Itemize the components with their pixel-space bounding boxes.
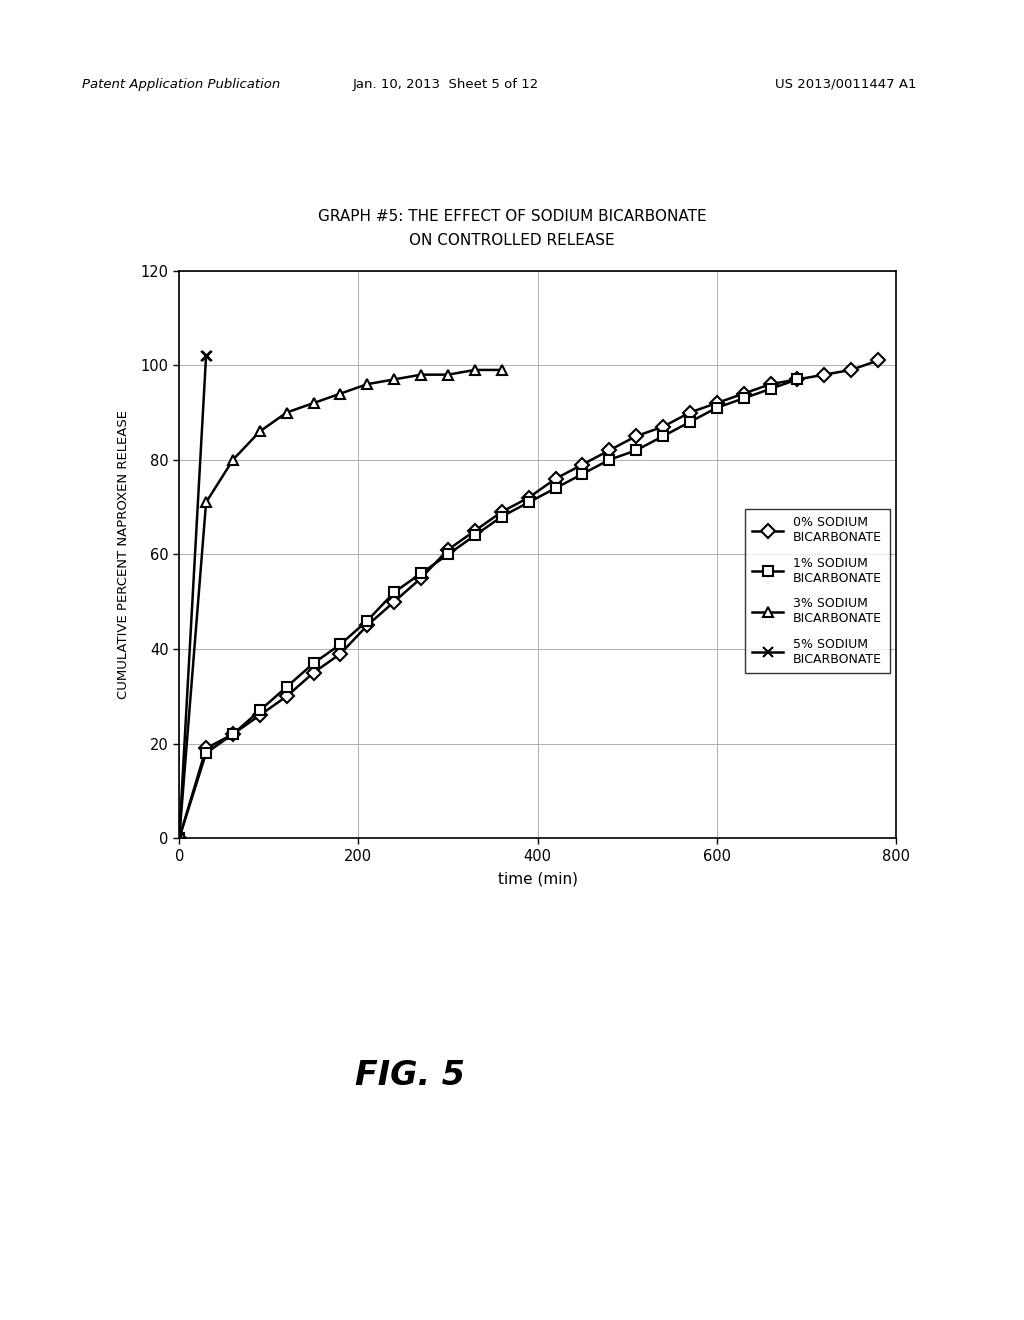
Legend: 0% SODIUM
BICARBONATE, 1% SODIUM
BICARBONATE, 3% SODIUM
BICARBONATE, 5% SODIUM
B: 0% SODIUM BICARBONATE, 1% SODIUM BICARBO… xyxy=(744,508,890,673)
3% SODIUM
BICARBONATE xyxy=(441,367,454,383)
Text: Patent Application Publication: Patent Application Publication xyxy=(82,78,281,91)
0% SODIUM
BICARBONATE xyxy=(871,352,884,368)
0% SODIUM
BICARBONATE xyxy=(711,395,723,411)
0% SODIUM
BICARBONATE xyxy=(764,376,776,392)
1% SODIUM
BICARBONATE xyxy=(334,636,346,652)
Text: FIG. 5: FIG. 5 xyxy=(354,1059,465,1093)
5% SODIUM
BICARBONATE xyxy=(200,347,212,363)
0% SODIUM
BICARBONATE xyxy=(684,404,696,420)
Text: Jan. 10, 2013  Sheet 5 of 12: Jan. 10, 2013 Sheet 5 of 12 xyxy=(352,78,539,91)
1% SODIUM
BICARBONATE xyxy=(496,508,508,524)
Y-axis label: CUMULATIVE PERCENT NAPROXEN RELEASE: CUMULATIVE PERCENT NAPROXEN RELEASE xyxy=(117,411,130,698)
1% SODIUM
BICARBONATE xyxy=(415,565,427,581)
0% SODIUM
BICARBONATE xyxy=(630,428,642,444)
0% SODIUM
BICARBONATE xyxy=(818,367,830,383)
5% SODIUM
BICARBONATE xyxy=(201,347,213,363)
1% SODIUM
BICARBONATE xyxy=(684,414,696,430)
Line: 0% SODIUM
BICARBONATE: 0% SODIUM BICARBONATE xyxy=(174,355,883,843)
X-axis label: time (min): time (min) xyxy=(498,873,578,887)
3% SODIUM
BICARBONATE xyxy=(415,367,427,383)
3% SODIUM
BICARBONATE xyxy=(254,424,266,440)
0% SODIUM
BICARBONATE xyxy=(845,362,857,378)
0% SODIUM
BICARBONATE xyxy=(281,689,293,705)
1% SODIUM
BICARBONATE xyxy=(711,400,723,416)
1% SODIUM
BICARBONATE xyxy=(226,726,239,742)
1% SODIUM
BICARBONATE xyxy=(388,585,400,601)
3% SODIUM
BICARBONATE xyxy=(469,362,481,378)
0% SODIUM
BICARBONATE xyxy=(549,471,561,487)
1% SODIUM
BICARBONATE xyxy=(603,451,615,467)
0% SODIUM
BICARBONATE xyxy=(254,708,266,723)
1% SODIUM
BICARBONATE xyxy=(307,655,319,671)
Line: 5% SODIUM
BICARBONATE: 5% SODIUM BICARBONATE xyxy=(174,351,212,843)
3% SODIUM
BICARBONATE xyxy=(200,495,212,511)
3% SODIUM
BICARBONATE xyxy=(334,385,346,401)
1% SODIUM
BICARBONATE xyxy=(254,702,266,718)
1% SODIUM
BICARBONATE xyxy=(630,442,642,458)
1% SODIUM
BICARBONATE xyxy=(441,546,454,562)
3% SODIUM
BICARBONATE xyxy=(281,404,293,420)
1% SODIUM
BICARBONATE xyxy=(577,466,589,482)
3% SODIUM
BICARBONATE xyxy=(388,371,400,387)
0% SODIUM
BICARBONATE xyxy=(361,618,374,634)
0% SODIUM
BICARBONATE xyxy=(334,645,346,661)
Line: 1% SODIUM
BICARBONATE: 1% SODIUM BICARBONATE xyxy=(174,375,802,843)
0% SODIUM
BICARBONATE xyxy=(388,594,400,610)
1% SODIUM
BICARBONATE xyxy=(522,495,535,511)
3% SODIUM
BICARBONATE xyxy=(173,830,185,846)
1% SODIUM
BICARBONATE xyxy=(173,830,185,846)
1% SODIUM
BICARBONATE xyxy=(281,678,293,694)
Text: ON CONTROLLED RELEASE: ON CONTROLLED RELEASE xyxy=(410,234,614,248)
0% SODIUM
BICARBONATE xyxy=(496,504,508,520)
0% SODIUM
BICARBONATE xyxy=(173,830,185,846)
0% SODIUM
BICARBONATE xyxy=(522,490,535,506)
3% SODIUM
BICARBONATE xyxy=(226,451,239,467)
0% SODIUM
BICARBONATE xyxy=(577,457,589,473)
1% SODIUM
BICARBONATE xyxy=(549,480,561,496)
5% SODIUM
BICARBONATE xyxy=(173,830,185,846)
1% SODIUM
BICARBONATE xyxy=(469,528,481,544)
1% SODIUM
BICARBONATE xyxy=(764,381,776,397)
3% SODIUM
BICARBONATE xyxy=(307,395,319,411)
3% SODIUM
BICARBONATE xyxy=(361,376,374,392)
1% SODIUM
BICARBONATE xyxy=(361,612,374,628)
1% SODIUM
BICARBONATE xyxy=(657,428,670,444)
0% SODIUM
BICARBONATE xyxy=(307,665,319,681)
0% SODIUM
BICARBONATE xyxy=(792,371,804,387)
Text: US 2013/0011447 A1: US 2013/0011447 A1 xyxy=(775,78,916,91)
0% SODIUM
BICARBONATE xyxy=(441,541,454,557)
Text: GRAPH #5: THE EFFECT OF SODIUM BICARBONATE: GRAPH #5: THE EFFECT OF SODIUM BICARBONA… xyxy=(317,210,707,224)
0% SODIUM
BICARBONATE xyxy=(415,570,427,586)
1% SODIUM
BICARBONATE xyxy=(792,371,804,387)
0% SODIUM
BICARBONATE xyxy=(226,726,239,742)
0% SODIUM
BICARBONATE xyxy=(200,741,212,756)
0% SODIUM
BICARBONATE xyxy=(657,418,670,434)
0% SODIUM
BICARBONATE xyxy=(469,523,481,539)
0% SODIUM
BICARBONATE xyxy=(737,385,750,401)
1% SODIUM
BICARBONATE xyxy=(737,391,750,407)
0% SODIUM
BICARBONATE xyxy=(603,442,615,458)
3% SODIUM
BICARBONATE xyxy=(496,362,508,378)
1% SODIUM
BICARBONATE xyxy=(200,744,212,760)
Line: 3% SODIUM
BICARBONATE: 3% SODIUM BICARBONATE xyxy=(174,366,507,843)
